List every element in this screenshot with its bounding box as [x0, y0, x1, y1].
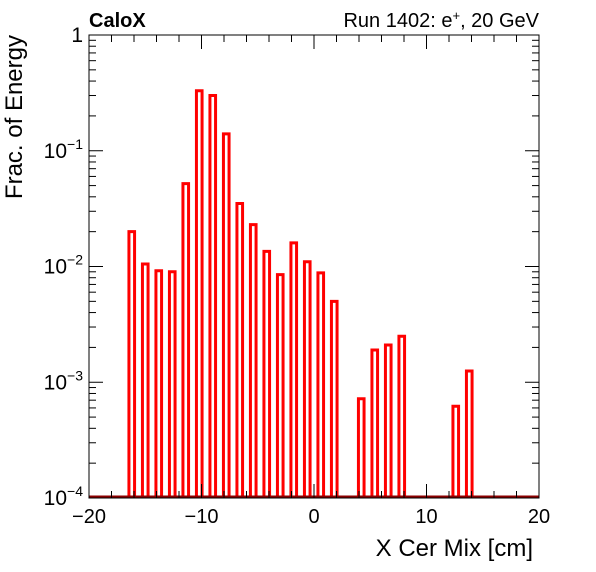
bar [356, 397, 366, 498]
header-right-label: Run 1402: e+, 20 GeV [343, 8, 539, 32]
bar [167, 270, 177, 498]
x-tick-label: 10 [415, 506, 437, 528]
bar [383, 343, 393, 498]
ticks-group: −20 −10 0 10 20 1 10−1 10−2 10−3 10−4 [44, 24, 550, 528]
y-tick-label: 10−4 [44, 483, 84, 510]
bar [221, 132, 231, 498]
bar [235, 202, 245, 498]
bar [181, 182, 191, 498]
bar [302, 260, 312, 498]
bar [154, 269, 164, 498]
y-tick-label: 10−2 [44, 252, 84, 279]
y-tick-label: 10−1 [44, 136, 84, 163]
y-tick-label: 1 [71, 24, 83, 47]
y-tick-label: 10−3 [44, 367, 84, 394]
bar [208, 94, 218, 498]
bar [194, 89, 204, 498]
bar [451, 404, 461, 498]
bar [275, 273, 285, 498]
x-tick-label: −20 [72, 506, 106, 528]
y-axis-label: Frac. of Energy [1, 35, 28, 199]
x-tick-label: 0 [308, 506, 319, 528]
bar [329, 299, 339, 498]
bar [289, 241, 299, 498]
x-tick-label: −10 [185, 506, 219, 528]
header-left-label: CaloX [89, 10, 146, 32]
bar [397, 334, 407, 498]
bar [140, 262, 150, 498]
bar [370, 348, 380, 498]
bar [262, 249, 272, 498]
x-tick-label: 20 [528, 506, 550, 528]
bars-group [127, 89, 474, 498]
bar [316, 271, 326, 498]
bar [127, 230, 137, 498]
x-axis-label: X Cer Mix [cm] [376, 535, 533, 562]
bar [464, 369, 474, 498]
bar [248, 223, 258, 498]
